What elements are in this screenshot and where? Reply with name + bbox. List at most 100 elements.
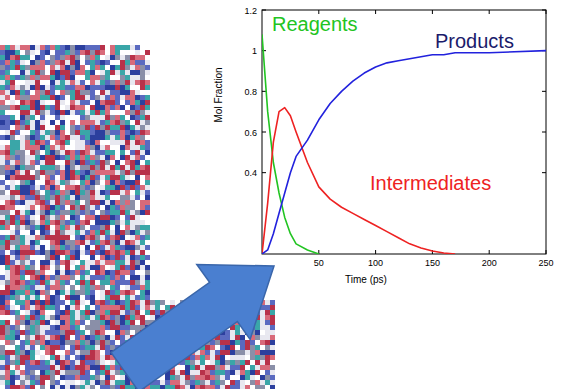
pixel (20, 155, 25, 160)
pixel (100, 170, 105, 175)
pixel (80, 255, 85, 260)
pixel (130, 200, 135, 205)
pixel (130, 70, 135, 75)
pixel (65, 115, 70, 120)
pixel (45, 300, 50, 305)
pixel (95, 145, 100, 150)
pixel (75, 150, 80, 155)
pixel (0, 170, 5, 175)
pixel (55, 235, 60, 240)
pixel (75, 295, 80, 300)
x-tick (546, 10, 547, 14)
pixel (40, 90, 45, 95)
pixel (110, 210, 115, 215)
pixel (80, 185, 85, 190)
pixel (60, 300, 65, 305)
pixel (120, 130, 125, 135)
pixel (5, 60, 10, 65)
pixel (120, 65, 125, 70)
pixel (85, 60, 90, 65)
pixel (125, 200, 130, 205)
pixel (140, 320, 145, 325)
pixel (25, 155, 30, 160)
pixel (20, 300, 25, 305)
pixel (120, 115, 125, 120)
pixel (10, 265, 15, 270)
pixel (85, 125, 90, 130)
pixel (70, 165, 75, 170)
pixel (65, 70, 70, 75)
pixel (25, 315, 30, 320)
pixel (120, 85, 125, 90)
pixel (10, 210, 15, 215)
pixel (65, 90, 70, 95)
pixel (110, 175, 115, 180)
pixel (5, 180, 10, 185)
pixel (90, 90, 95, 95)
pixel (140, 125, 145, 130)
pixel (270, 300, 275, 305)
pixel (25, 125, 30, 130)
pixel (80, 90, 85, 95)
pixel (115, 285, 120, 290)
pixel (5, 220, 10, 225)
pixel (135, 70, 140, 75)
pixel (20, 325, 25, 330)
pixel (30, 270, 35, 275)
pixel (115, 255, 120, 260)
pixel (95, 305, 100, 310)
pixel (25, 175, 30, 180)
pixel (65, 250, 70, 255)
pixel (15, 285, 20, 290)
pixel (55, 90, 60, 95)
pixel (35, 50, 40, 55)
pixel (105, 195, 110, 200)
pixel (135, 175, 140, 180)
pixel (225, 330, 230, 335)
pixel (90, 225, 95, 230)
pixel (75, 55, 80, 60)
pixel (85, 325, 90, 330)
pixel (60, 335, 65, 340)
pixel (125, 50, 130, 55)
pixel (95, 190, 100, 195)
pixel (100, 205, 105, 210)
pixel (80, 315, 85, 320)
pixel (20, 330, 25, 335)
pixel (90, 105, 95, 110)
pixel (5, 70, 10, 75)
pixel (110, 70, 115, 75)
pixel (40, 265, 45, 270)
pixel (120, 120, 125, 125)
pixel (115, 315, 120, 320)
pixel (125, 135, 130, 140)
pixel (125, 260, 130, 265)
pixel (55, 190, 60, 195)
pixel (25, 285, 30, 290)
pixel (25, 190, 30, 195)
pixel (120, 240, 125, 245)
pixel (80, 175, 85, 180)
pixel (100, 285, 105, 290)
pixel (110, 315, 115, 320)
pixel (35, 300, 40, 305)
pixel (40, 295, 45, 300)
pixel (55, 280, 60, 285)
pixel (95, 220, 100, 225)
pixel (135, 295, 140, 300)
pixel (10, 230, 15, 235)
pixel (45, 270, 50, 275)
pixel (50, 60, 55, 65)
pixel (5, 150, 10, 155)
pixel (65, 80, 70, 85)
pixel (45, 165, 50, 170)
pixel (110, 105, 115, 110)
pixel (95, 125, 100, 130)
pixel (70, 235, 75, 240)
pixel (65, 120, 70, 125)
pixel (135, 290, 140, 295)
pixel (140, 195, 145, 200)
pixel (60, 185, 65, 190)
pixel (40, 300, 45, 305)
pixel (130, 45, 135, 50)
